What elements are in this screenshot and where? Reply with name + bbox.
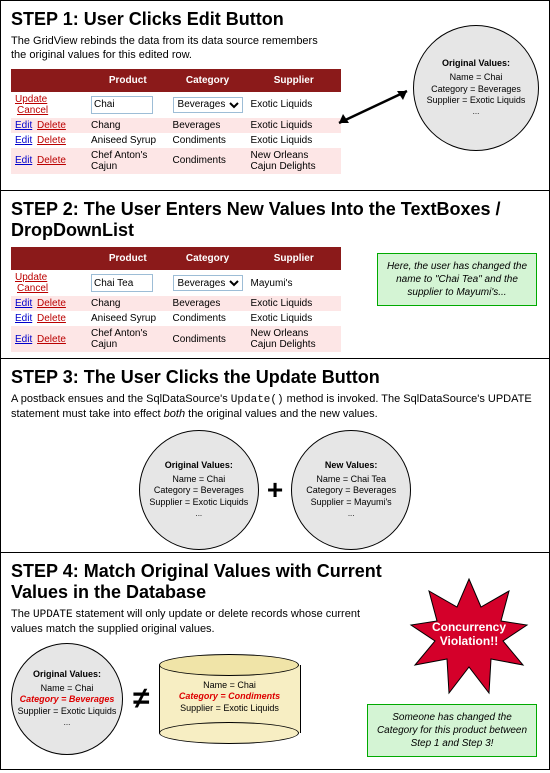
original-values-bubble: Original Values: Name = Chai Category = … bbox=[413, 25, 539, 151]
table-row: Edit Delete Chang Beverages Exotic Liqui… bbox=[11, 118, 341, 133]
supplier-value: Mayumi's bbox=[247, 270, 341, 296]
step4-desc: The UPDATE statement will only update or… bbox=[11, 607, 371, 637]
arrow-icon bbox=[333, 85, 415, 129]
table-row: Edit Delete ChangBeveragesExotic Liquids bbox=[11, 296, 341, 311]
delete-link[interactable]: Delete bbox=[37, 155, 66, 166]
edit-link[interactable]: Edit bbox=[15, 135, 32, 146]
category-select[interactable]: Beverages bbox=[173, 275, 243, 291]
edit-link[interactable]: Edit bbox=[15, 120, 32, 131]
step2-heading: STEP 2: The User Enters New Values Into … bbox=[11, 199, 539, 241]
step2-grid: Product Category Supplier Update Cancel … bbox=[11, 247, 341, 352]
step4-note: Someone has changed the Category for thi… bbox=[367, 704, 537, 757]
step-1: STEP 1: User Clicks Edit Button The Grid… bbox=[1, 1, 549, 191]
step4-heading: STEP 4: Match Original Values with Curre… bbox=[11, 561, 391, 603]
table-row: Edit Delete Chef Anton's CajunCondiments… bbox=[11, 326, 341, 352]
step-3: STEP 3: The User Clicks the Update Butto… bbox=[1, 359, 549, 553]
database-cylinder: Name = Chai Category = Condiments Suppli… bbox=[159, 654, 299, 744]
plus-icon: + bbox=[267, 474, 283, 506]
cancel-link[interactable]: Cancel bbox=[17, 105, 48, 116]
supplier-value: Exotic Liquids bbox=[247, 92, 341, 118]
step3-desc: A postback ensues and the SqlDataSource'… bbox=[11, 392, 539, 422]
original-values-bubble: Original Values: Name = ChaiCategory = B… bbox=[139, 430, 259, 550]
delete-link[interactable]: Delete bbox=[37, 120, 66, 131]
product-input[interactable] bbox=[91, 274, 153, 292]
col-supplier: Supplier bbox=[247, 69, 341, 92]
step2-note: Here, the user has changed the name to "… bbox=[377, 253, 537, 306]
update-link[interactable]: Update bbox=[15, 94, 47, 105]
table-row: Edit Delete Chef Anton's Cajun Condiment… bbox=[11, 148, 341, 174]
col-supplier: Supplier bbox=[247, 247, 341, 270]
category-select[interactable]: Beverages bbox=[173, 97, 243, 113]
product-input[interactable] bbox=[91, 96, 153, 114]
edit-link[interactable]: Edit bbox=[15, 155, 32, 166]
col-category: Category bbox=[169, 69, 247, 92]
step1-grid: Product Category Supplier Update Cancel … bbox=[11, 69, 341, 174]
step-4: STEP 4: Match Original Values with Curre… bbox=[1, 553, 549, 769]
col-product: Product bbox=[87, 69, 169, 92]
step-2: STEP 2: The User Enters New Values Into … bbox=[1, 191, 549, 359]
new-values-bubble: New Values: Name = Chai TeaCategory = Be… bbox=[291, 430, 411, 550]
not-equal-icon: ≠ bbox=[133, 682, 149, 716]
step3-heading: STEP 3: The User Clicks the Update Butto… bbox=[11, 367, 539, 388]
step1-desc: The GridView rebinds the data from its d… bbox=[11, 34, 331, 63]
delete-link[interactable]: Delete bbox=[37, 135, 66, 146]
cancel-link[interactable]: Cancel bbox=[17, 283, 48, 294]
table-row: Edit Delete Aniseed SyrupCondimentsExoti… bbox=[11, 311, 341, 326]
col-product: Product bbox=[87, 247, 169, 270]
violation-star: ConcurrencyViolation!! bbox=[409, 577, 529, 697]
table-row: Edit Delete Aniseed Syrup Condiments Exo… bbox=[11, 133, 341, 148]
original-values-bubble: Original Values: Name = Chai Category = … bbox=[11, 643, 123, 755]
update-link[interactable]: Update bbox=[15, 272, 47, 283]
col-category: Category bbox=[169, 247, 247, 270]
